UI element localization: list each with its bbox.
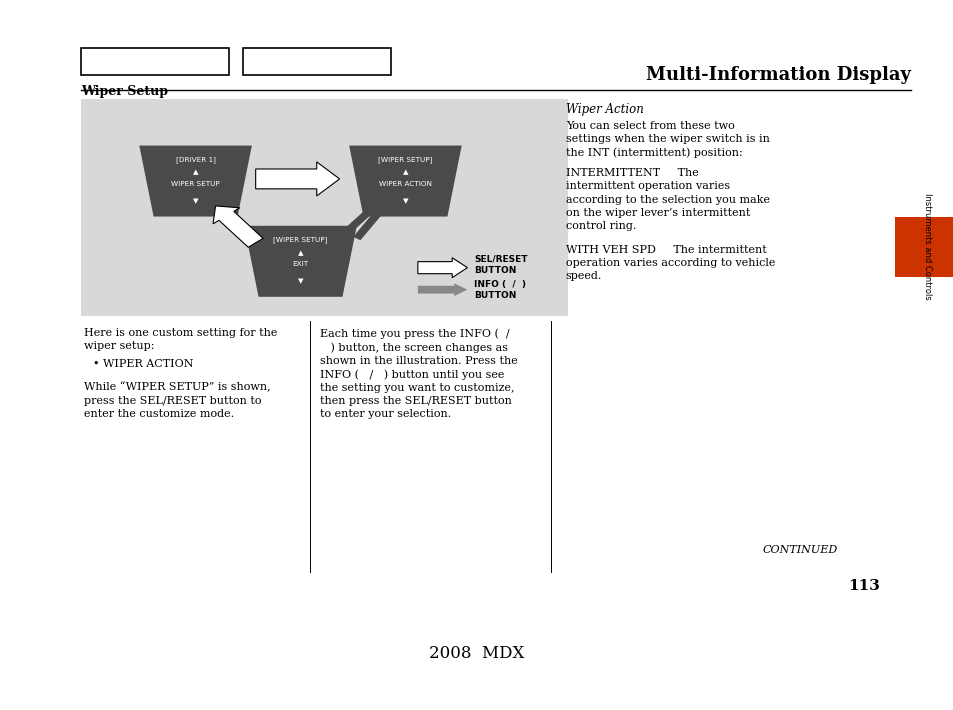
FancyBboxPatch shape bbox=[81, 48, 229, 75]
Text: INFO (  /  )
BUTTON: INFO ( / ) BUTTON bbox=[474, 280, 526, 300]
Text: SEL/RESET
BUTTON: SEL/RESET BUTTON bbox=[474, 255, 527, 275]
FancyBboxPatch shape bbox=[894, 217, 953, 277]
Text: 113: 113 bbox=[847, 579, 879, 593]
Text: WITH VEH SPD     The intermittent
operation varies according to vehicle
speed.: WITH VEH SPD The intermittent operation … bbox=[565, 245, 774, 281]
FancyArrow shape bbox=[353, 204, 385, 240]
Polygon shape bbox=[139, 146, 252, 217]
Text: 2008  MDX: 2008 MDX bbox=[429, 645, 524, 662]
FancyBboxPatch shape bbox=[243, 48, 391, 75]
Text: Multi-Information Display: Multi-Information Display bbox=[645, 66, 910, 84]
Text: WIPER SETUP: WIPER SETUP bbox=[171, 181, 220, 187]
Text: While “WIPER SETUP” is shown,
press the SEL/RESET button to
enter the customize : While “WIPER SETUP” is shown, press the … bbox=[84, 382, 271, 419]
Text: Here is one custom setting for the
wiper setup:: Here is one custom setting for the wiper… bbox=[84, 328, 277, 351]
Text: INTERMITTENT     The
intermittent operation varies
according to the selection yo: INTERMITTENT The intermittent operation … bbox=[565, 168, 769, 231]
Text: [DRIVER 1]: [DRIVER 1] bbox=[175, 156, 215, 163]
Polygon shape bbox=[349, 146, 461, 217]
Text: ▼: ▼ bbox=[193, 198, 198, 204]
Text: [WIPER SETUP]: [WIPER SETUP] bbox=[274, 236, 327, 244]
Text: [WIPER SETUP]: [WIPER SETUP] bbox=[378, 156, 432, 163]
FancyArrow shape bbox=[213, 206, 263, 247]
FancyArrow shape bbox=[417, 283, 467, 296]
FancyArrow shape bbox=[342, 200, 381, 235]
Text: Wiper Action: Wiper Action bbox=[565, 103, 643, 116]
Polygon shape bbox=[244, 226, 356, 297]
FancyArrow shape bbox=[255, 162, 339, 196]
Text: ▼: ▼ bbox=[297, 278, 303, 284]
Text: WIPER ACTION: WIPER ACTION bbox=[378, 181, 432, 187]
Text: You can select from these two
settings when the wiper switch is in
the INT (inte: You can select from these two settings w… bbox=[565, 121, 769, 158]
FancyArrow shape bbox=[417, 258, 467, 278]
Text: ▼: ▼ bbox=[402, 198, 408, 204]
Text: Wiper Setup: Wiper Setup bbox=[81, 85, 168, 98]
Text: Instruments and Controls: Instruments and Controls bbox=[922, 193, 931, 300]
Text: ▲: ▲ bbox=[297, 250, 303, 256]
Text: CONTINUED: CONTINUED bbox=[761, 545, 837, 555]
Text: ▲: ▲ bbox=[193, 170, 198, 175]
FancyBboxPatch shape bbox=[81, 99, 567, 316]
Text: ▲: ▲ bbox=[402, 170, 408, 175]
Text: • WIPER ACTION: • WIPER ACTION bbox=[93, 359, 193, 369]
Text: Each time you press the INFO (  /
   ) button, the screen changes as
shown in th: Each time you press the INFO ( / ) butto… bbox=[319, 328, 517, 420]
Text: EXIT: EXIT bbox=[293, 261, 308, 267]
